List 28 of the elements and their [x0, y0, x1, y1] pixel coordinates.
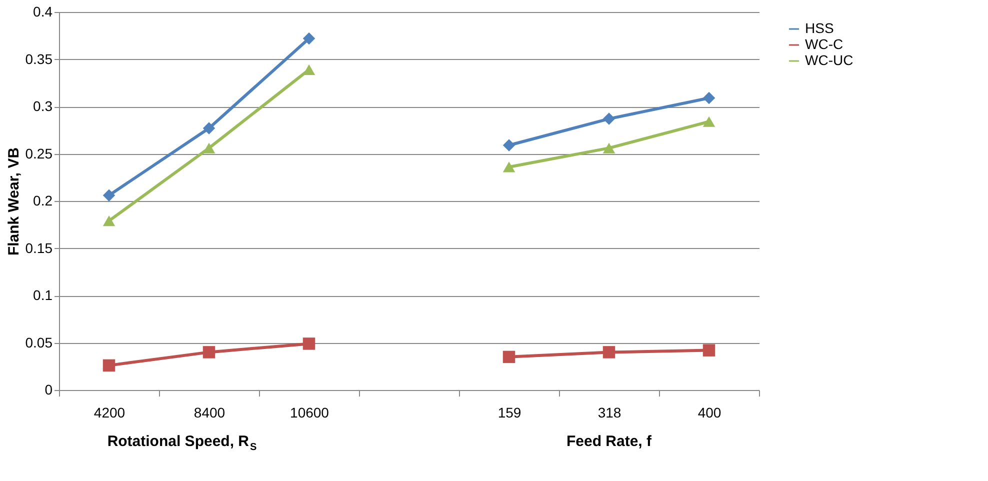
y-tick-label: 0.25: [25, 145, 53, 162]
y-tick-label: 0.4: [33, 4, 53, 20]
x-tick-label: 318: [598, 404, 622, 420]
point: [102, 216, 116, 226]
legend-label: WC-UC: [805, 52, 854, 68]
point: [102, 359, 116, 372]
text: Feed Rate, f: [566, 433, 653, 450]
legend-label: HSS: [805, 20, 834, 36]
x-tick-label: 400: [698, 404, 722, 420]
y-axis-title: Flank Wear, VB: [5, 147, 22, 256]
y-tick-label: 0.15: [25, 240, 53, 256]
point: [202, 122, 216, 134]
y-tick-label: 0.35: [25, 50, 53, 67]
y-tick-label: 0.3: [33, 98, 53, 114]
point: [302, 32, 316, 45]
x-tick-label: 8400: [194, 404, 226, 420]
point: [202, 142, 216, 154]
point: [202, 346, 216, 358]
y-tick-label: 0.05: [25, 334, 53, 350]
y-tick-label: 0.2: [33, 192, 53, 208]
point: [102, 189, 116, 202]
x-tick-label: 159: [498, 404, 522, 420]
point: [302, 338, 316, 350]
legend-label: WC-C: [805, 36, 844, 52]
x-tick-label: 10600: [290, 404, 330, 420]
x-tick-label: 4200: [94, 404, 126, 420]
y-tick-label: 0: [44, 382, 53, 398]
y-tick-label: 0.1: [33, 287, 53, 303]
